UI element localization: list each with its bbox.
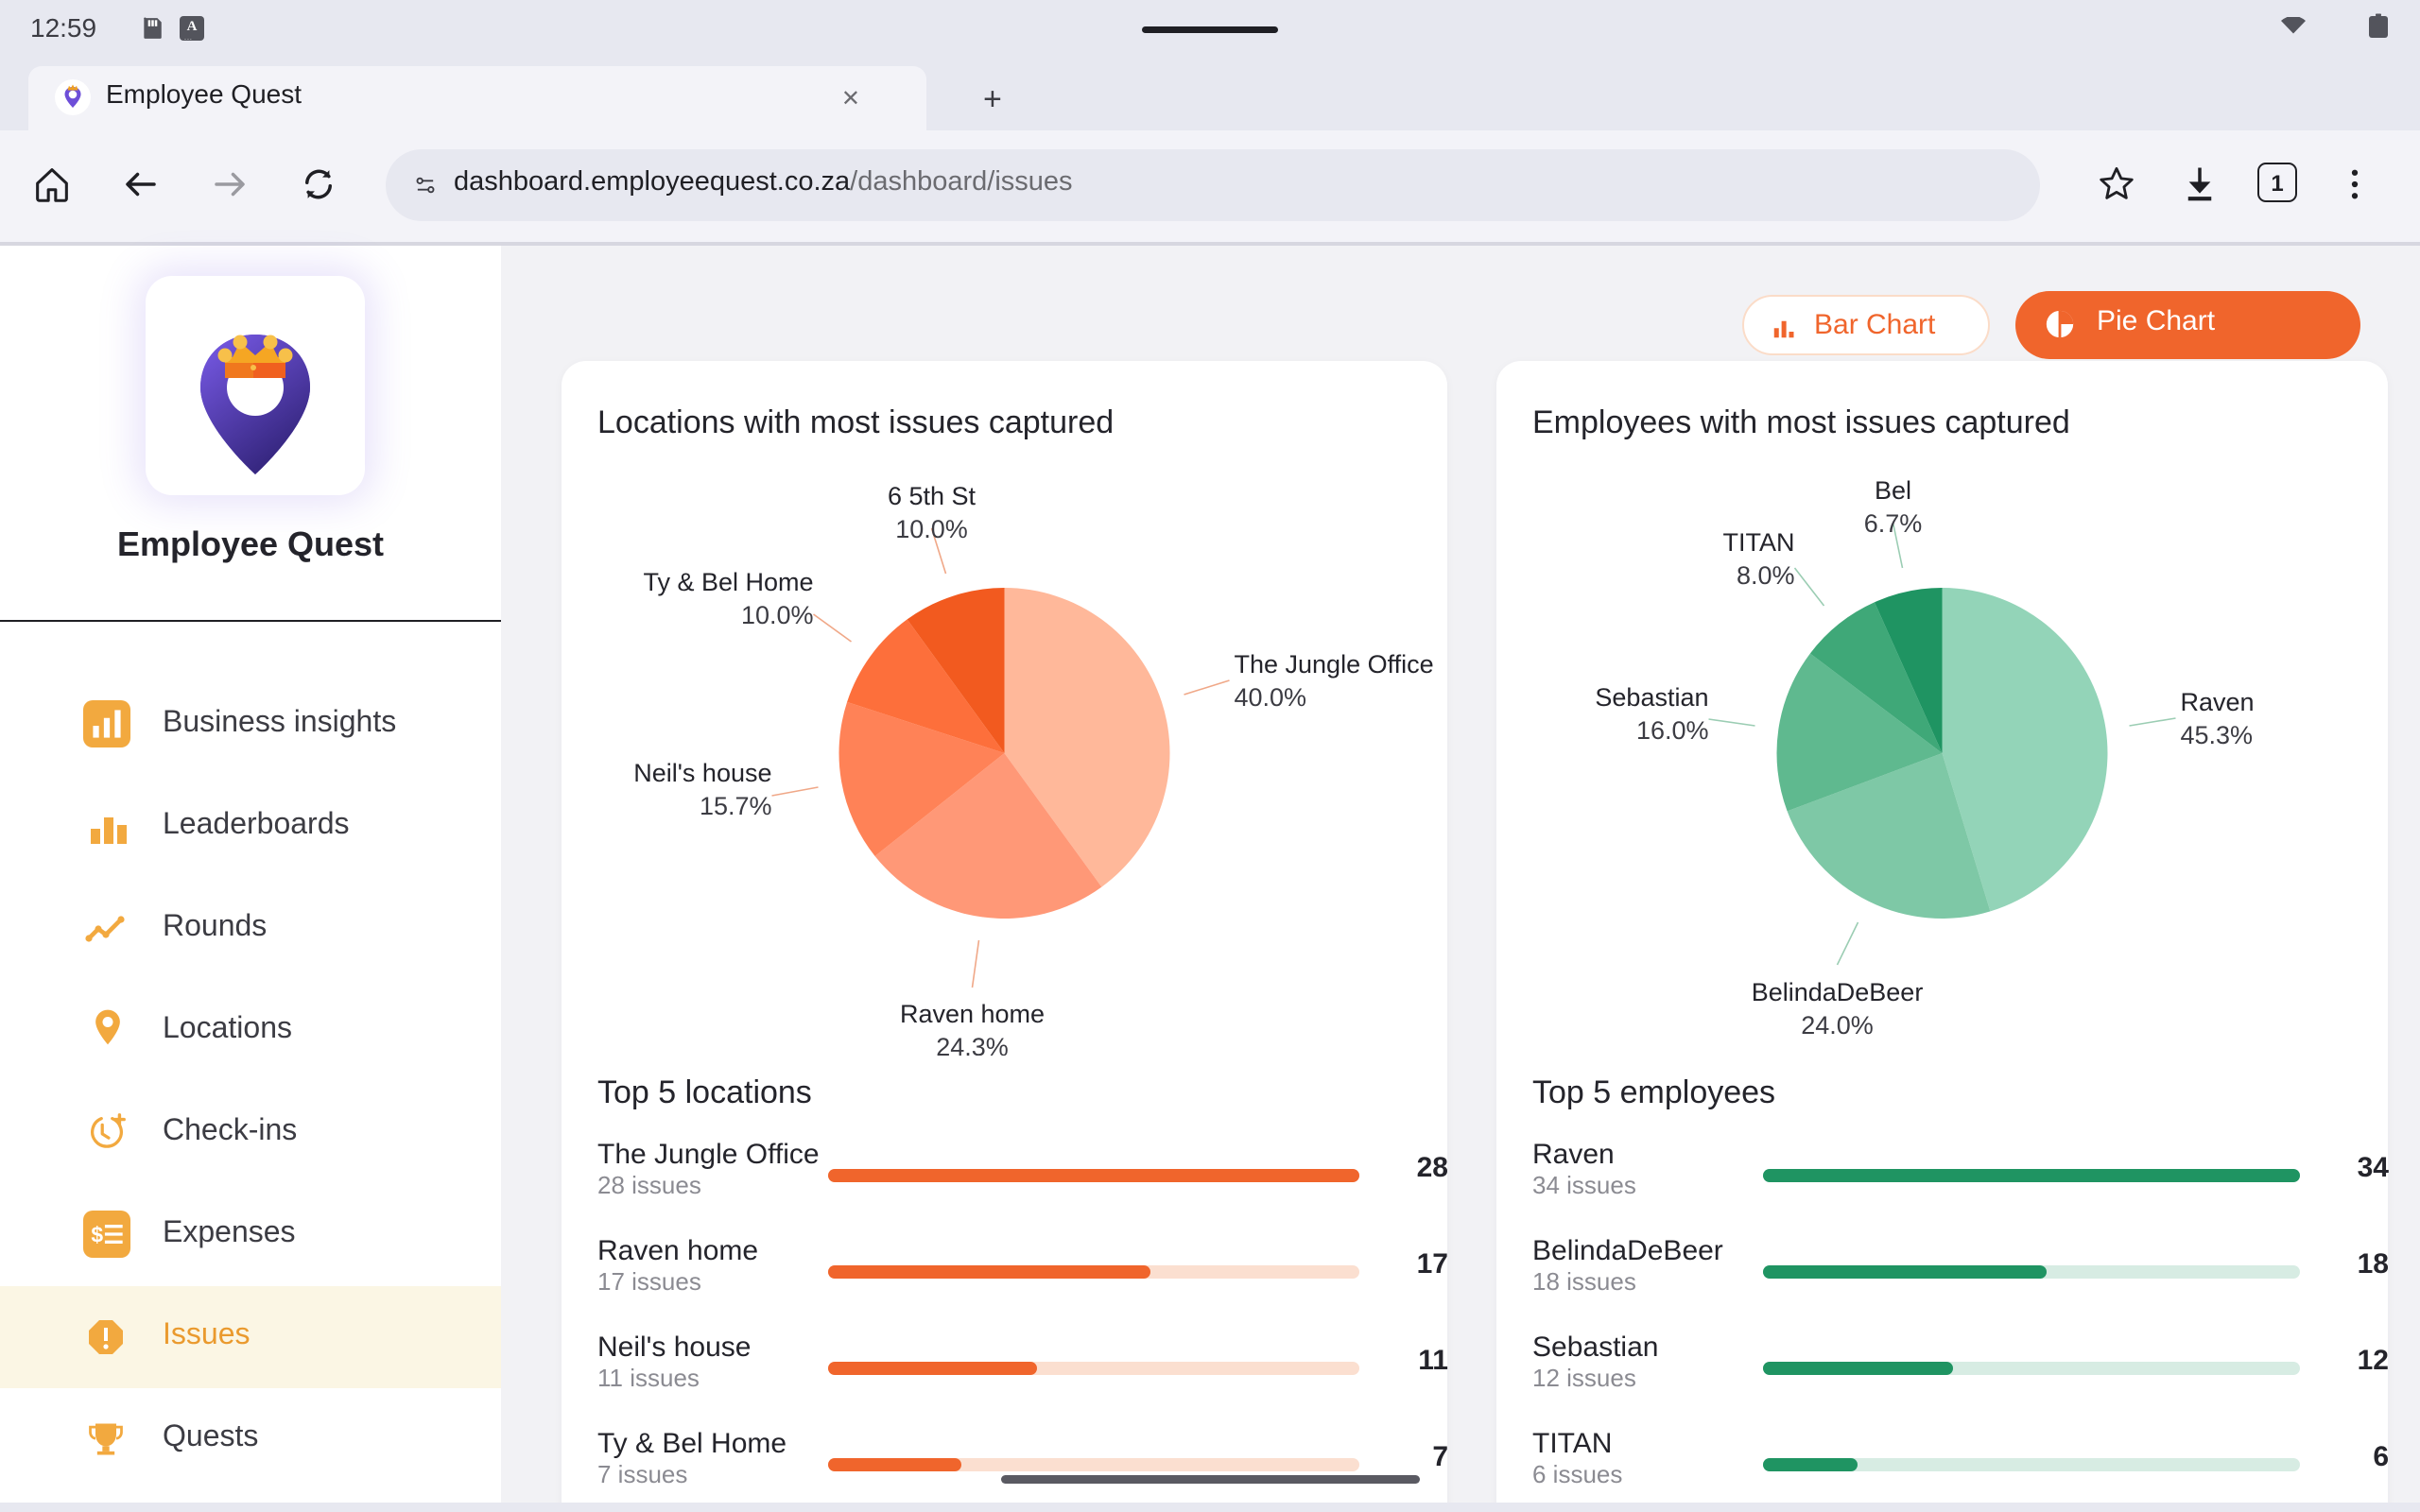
- svg-text:40.0%: 40.0%: [1235, 683, 1307, 712]
- svg-text:6 5th St: 6 5th St: [888, 482, 977, 510]
- svg-text:Raven home: Raven home: [900, 1000, 1045, 1028]
- svg-text:The Jungle Office: The Jungle Office: [1235, 650, 1434, 679]
- svg-text:24.3%: 24.3%: [936, 1033, 1009, 1056]
- svg-text:6.7%: 6.7%: [1864, 509, 1923, 538]
- svg-text:Neil's house: Neil's house: [633, 759, 771, 787]
- svg-text:45.3%: 45.3%: [2181, 721, 2254, 749]
- svg-text:Bel: Bel: [1875, 476, 1911, 505]
- svg-text:15.7%: 15.7%: [700, 792, 772, 820]
- svg-text:16.0%: 16.0%: [1636, 716, 1709, 745]
- svg-text:10.0%: 10.0%: [741, 601, 814, 629]
- svg-text:24.0%: 24.0%: [1801, 1011, 1874, 1040]
- svg-text:Raven: Raven: [2181, 688, 2255, 716]
- svg-text:$: $: [91, 1222, 103, 1246]
- svg-text:8.0%: 8.0%: [1737, 561, 1795, 590]
- svg-text:BelindaDeBeer: BelindaDeBeer: [1752, 978, 1924, 1006]
- svg-text:10.0%: 10.0%: [895, 515, 968, 543]
- svg-text:Sebastian: Sebastian: [1595, 683, 1708, 712]
- svg-text:TITAN: TITAN: [1723, 528, 1795, 557]
- svg-text:Ty & Bel Home: Ty & Bel Home: [643, 568, 813, 596]
